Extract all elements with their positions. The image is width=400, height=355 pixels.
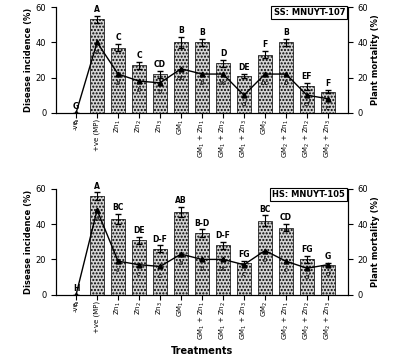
Bar [111,219,125,295]
Text: F: F [262,40,268,49]
Bar [321,265,335,295]
Bar [321,92,335,113]
Text: DE: DE [133,226,145,235]
Text: SS: MNUYT-107: SS: MNUYT-107 [274,8,345,17]
Text: d: d [242,102,246,107]
Text: G: G [325,252,331,261]
Bar [216,64,230,113]
Bar [258,55,272,113]
Text: DE: DE [238,63,250,72]
Bar [90,20,104,113]
Text: e: e [326,105,330,111]
Bar [174,212,188,295]
Text: A: A [94,5,100,14]
Bar [111,48,125,113]
Text: FG: FG [238,250,250,260]
Bar [237,76,251,113]
Text: b: b [158,89,162,95]
Text: FG: FG [301,245,313,254]
Text: a: a [95,49,99,55]
Text: B: B [283,28,289,37]
Bar [237,263,251,295]
Text: D-F: D-F [216,231,230,240]
Text: c: c [137,271,141,277]
Text: d: d [326,271,330,277]
Bar [216,245,230,295]
Text: ab: ab [177,75,185,81]
Text: b: b [116,80,120,86]
Bar [300,260,314,295]
Text: a: a [95,216,99,222]
Y-axis label: Plant mortality (%): Plant mortality (%) [371,196,380,287]
Text: B: B [178,26,184,35]
Text: c: c [116,267,120,273]
Text: B: B [199,28,205,37]
Text: d: d [305,274,309,280]
Text: CD: CD [154,60,166,69]
Text: b: b [200,266,204,272]
Text: e: e [74,119,78,125]
Text: e: e [74,301,78,307]
Bar [195,42,209,113]
Text: c: c [284,267,288,273]
Bar [258,221,272,295]
Y-axis label: Plant mortality (%): Plant mortality (%) [371,15,380,105]
Text: F: F [325,79,330,88]
Text: G: G [73,102,79,111]
Bar [300,86,314,113]
Bar [174,42,188,113]
Text: C: C [115,33,121,42]
Text: ef: ef [304,102,310,107]
Text: EF: EF [302,72,312,81]
Bar [132,65,146,113]
Text: c: c [158,273,162,279]
Text: C: C [136,51,142,60]
Text: D: D [220,49,226,58]
Text: b: b [284,80,288,86]
Text: A: A [94,182,100,191]
Text: BC: BC [112,203,124,212]
Text: bc: bc [219,266,227,272]
Text: b: b [179,260,183,266]
Text: CD: CD [280,213,292,223]
Text: bc: bc [261,80,269,86]
Text: H: H [73,284,79,293]
Text: D-F: D-F [152,235,168,244]
Bar [195,233,209,295]
Text: AB: AB [175,196,187,205]
Text: b: b [263,257,267,263]
Bar [90,196,104,295]
Bar [153,249,167,295]
Text: HS: MNUYT-105: HS: MNUYT-105 [272,190,345,199]
Bar [153,74,167,113]
X-axis label: Treatments: Treatments [171,346,233,355]
Bar [279,42,293,113]
Text: b: b [137,87,141,93]
Y-axis label: Disease incidence (%): Disease incidence (%) [24,8,33,112]
Text: b: b [200,80,204,86]
Bar [279,228,293,295]
Text: bc: bc [219,80,227,86]
Bar [132,240,146,295]
Text: c: c [242,271,246,277]
Text: B-D: B-D [194,219,210,228]
Y-axis label: Disease incidence (%): Disease incidence (%) [24,190,33,294]
Text: BC: BC [259,204,271,214]
